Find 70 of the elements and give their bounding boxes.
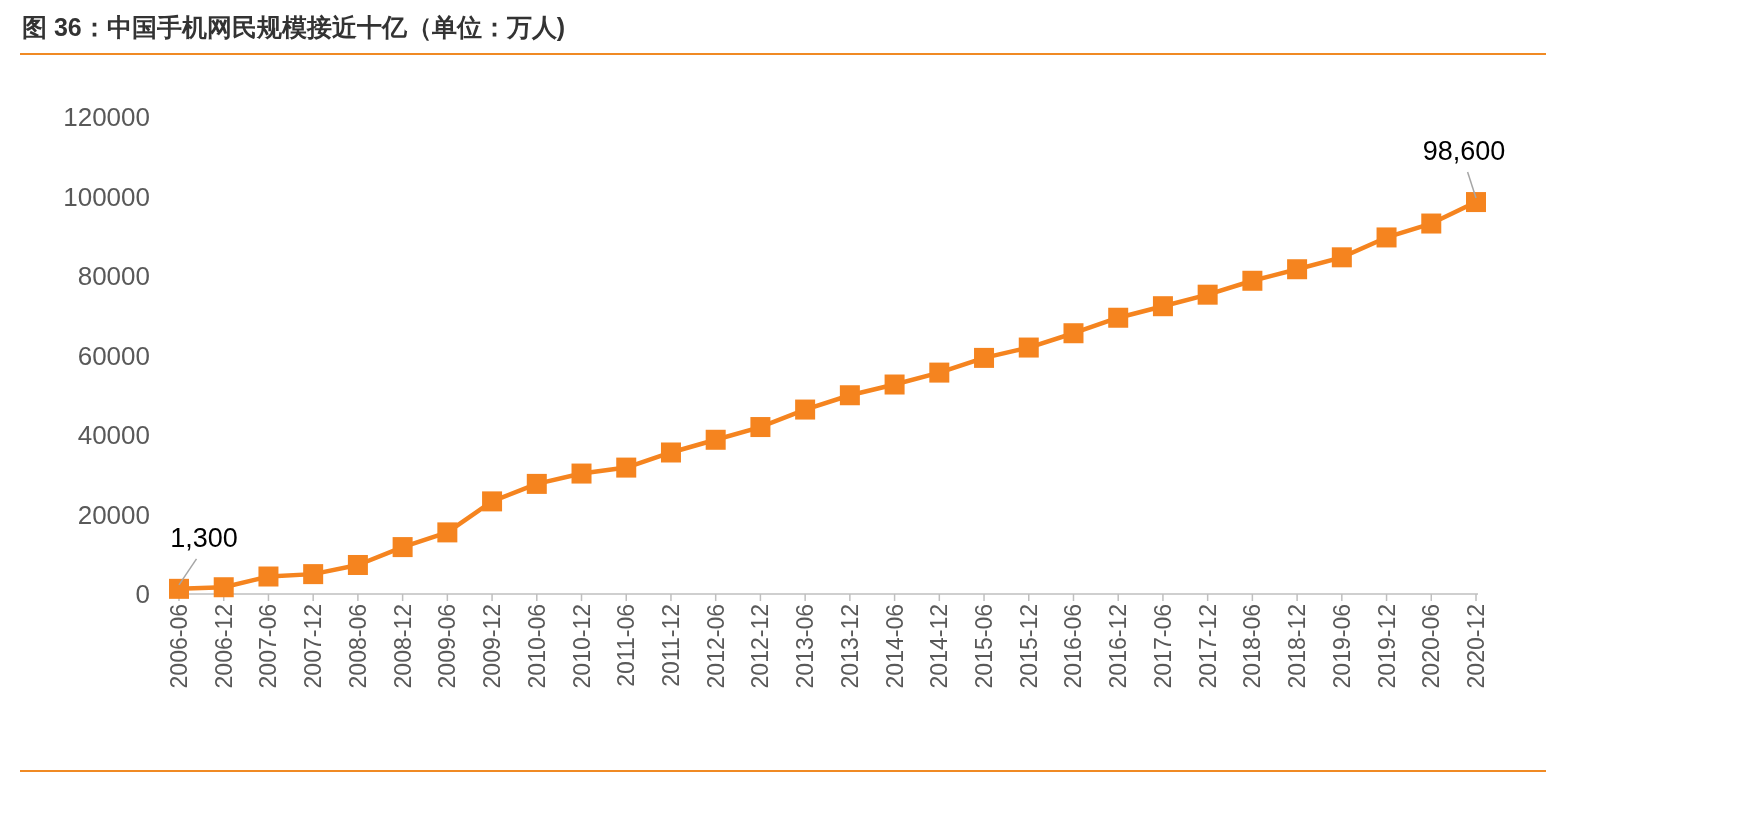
y-tick-label: 100000 [63, 181, 150, 212]
point [616, 457, 637, 478]
x-tick-label: 2015-12 [1015, 604, 1042, 689]
y-tick-label: 120000 [63, 102, 150, 132]
point [974, 347, 995, 368]
y-tick-label: 60000 [77, 340, 150, 371]
x-tick-label: 2016-12 [1105, 604, 1132, 689]
chart-title: 图 36：中国手机网民规模接近十亿（单位：万人) [22, 13, 566, 41]
x-tick-label: 2012-06 [702, 604, 729, 689]
y-tick-label: 20000 [77, 499, 150, 530]
point [1421, 213, 1442, 234]
x-tick-label: 2007-12 [300, 604, 327, 689]
x-tick-label: 2020-06 [1418, 604, 1445, 689]
x-tick-label: 2019-12 [1373, 604, 1400, 689]
point [1376, 227, 1397, 248]
x-tick-label: 2017-06 [1149, 604, 1176, 689]
x-tick-label: 2009-12 [479, 604, 506, 689]
x-tick-label: 2008-06 [344, 604, 371, 689]
x-tick-label: 2016-06 [1060, 604, 1087, 689]
point [839, 385, 860, 406]
point [482, 491, 503, 512]
y-tick-label: 80000 [77, 261, 150, 291]
x-tick-label: 2008-12 [389, 604, 416, 689]
point [526, 473, 547, 494]
point [169, 578, 189, 599]
x-tick-label: 2014-12 [926, 604, 953, 689]
x-tick-label: 2012-12 [747, 604, 774, 689]
point [884, 374, 905, 395]
point [795, 399, 816, 420]
x-tick-label: 2019-06 [1328, 604, 1355, 689]
point [571, 463, 592, 484]
point [437, 522, 458, 543]
x-tick-label: 2006-12 [210, 604, 237, 689]
x-tick-label: 2011-12 [657, 604, 684, 687]
point [1108, 307, 1129, 328]
x-tick-label: 2014-06 [881, 604, 908, 689]
point [1242, 270, 1263, 291]
data-label: 1,300 [170, 522, 238, 553]
point [347, 554, 368, 575]
x-tick-label: 2017-12 [1194, 604, 1221, 689]
point [303, 564, 324, 585]
point [258, 566, 279, 587]
x-tick-label: 2011-06 [613, 604, 640, 687]
x-tick-label: 2007-06 [255, 604, 282, 689]
point [1197, 284, 1218, 305]
point [705, 429, 726, 450]
x-tick-label: 2009-06 [434, 604, 461, 689]
x-tick-label: 2018-06 [1239, 604, 1266, 689]
point [1466, 192, 1486, 213]
x-tick-label: 2010-12 [568, 604, 595, 689]
point [660, 442, 681, 463]
point [1063, 323, 1084, 344]
x-tick-label: 2018-12 [1284, 604, 1311, 689]
x-tick-label: 2020-12 [1463, 604, 1489, 689]
x-tick-label: 2006-06 [166, 604, 192, 689]
point [929, 362, 950, 383]
point [392, 537, 413, 558]
point [1331, 247, 1352, 268]
point [1287, 259, 1308, 280]
point [1018, 337, 1039, 358]
x-tick-label: 2010-06 [523, 604, 550, 689]
x-tick-label: 2015-06 [971, 604, 998, 689]
x-tick-label: 2013-06 [792, 604, 819, 689]
data-label: 98,600 [1422, 136, 1506, 167]
x-tick-label: 2013-12 [836, 604, 863, 689]
point [213, 577, 234, 598]
point [750, 417, 771, 438]
point [1152, 296, 1173, 317]
y-tick-label: 0 [135, 579, 150, 609]
y-tick-label: 40000 [77, 420, 150, 450]
